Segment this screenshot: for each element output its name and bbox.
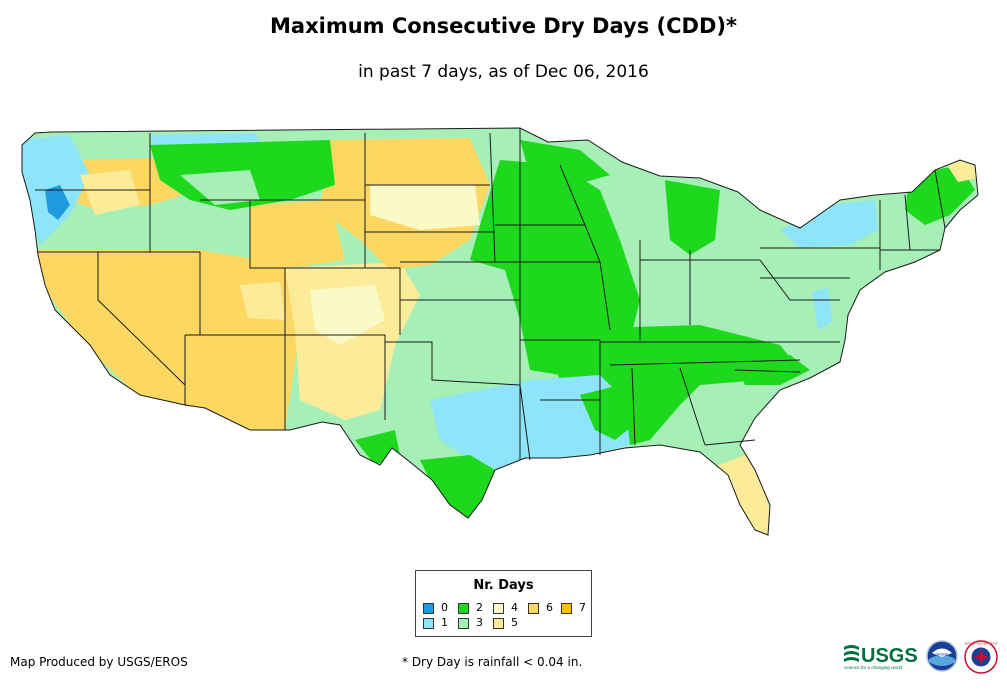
usgs-wave-icon bbox=[844, 645, 859, 662]
region-chesapeake-1-day bbox=[812, 288, 832, 330]
region-east-gulf-2-days bbox=[580, 385, 640, 440]
region-florida-5-days bbox=[718, 455, 770, 535]
legend-swatch-1 bbox=[423, 618, 434, 629]
legend-swatch-0 bbox=[423, 603, 434, 614]
region-michigan-2-days bbox=[665, 180, 720, 255]
region-rockies-3-days bbox=[180, 170, 260, 205]
region-maine-5-days bbox=[945, 160, 978, 182]
usgs-wordmark: USGS bbox=[861, 645, 918, 667]
map-title: Maximum Consecutive Dry Days (CDD)* bbox=[270, 14, 737, 38]
region-washington-0-days bbox=[45, 185, 70, 220]
region-nevada-patch-5-days bbox=[240, 282, 285, 320]
region-tennessee-2-days bbox=[540, 325, 800, 445]
region-mississippi-2-days bbox=[470, 160, 640, 375]
region-colorado-4-days bbox=[310, 285, 385, 345]
map-subtitle: in past 7 days, as of Dec 06, 2016 bbox=[358, 62, 649, 82]
region-south-texas-2-days bbox=[420, 455, 495, 518]
nws-wordmark: NATIONAL WEATHER SERVICE bbox=[965, 643, 998, 646]
region-dakota-4-days bbox=[370, 185, 480, 230]
region-carolinas-2-days bbox=[735, 355, 810, 385]
legend-label-3: 3 bbox=[476, 616, 483, 629]
state-borders bbox=[21, 127, 979, 536]
region-wyoming-6-days bbox=[250, 200, 345, 268]
region-gulf-coast-1-day bbox=[430, 375, 630, 470]
legend-label-2: 2 bbox=[476, 601, 483, 614]
legend-swatch-5 bbox=[493, 618, 504, 629]
legend-label-5: 5 bbox=[511, 616, 518, 629]
region-oregon-5-days bbox=[80, 170, 140, 215]
legend-label-6: 6 bbox=[546, 601, 553, 614]
legend-label-1: 1 bbox=[441, 616, 448, 629]
nws-logo: NATIONAL WEATHER SERVICE bbox=[964, 640, 998, 674]
legend-title: Nr. Days bbox=[473, 578, 534, 593]
region-lake-superior-2-days bbox=[520, 140, 610, 185]
legend-label-7: 7 bbox=[579, 601, 586, 614]
usgs-logo: USGS science for a changing world bbox=[844, 645, 918, 670]
usgs-tagline: science for a changing world bbox=[844, 665, 903, 670]
noaa-logo: noaa bbox=[926, 640, 958, 672]
map-credit: Map Produced by USGS/EROS bbox=[10, 655, 188, 669]
legend: Nr. Days 0 1 2 3 4 5 6 7 bbox=[415, 570, 592, 637]
noaa-wordmark: noaa bbox=[936, 653, 947, 658]
legend-label-4: 4 bbox=[511, 601, 518, 614]
legend-label-0: 0 bbox=[441, 601, 448, 614]
region-great-lakes-1-day bbox=[780, 200, 878, 248]
legend-swatch-2 bbox=[458, 603, 469, 614]
legend-swatch-4 bbox=[493, 603, 504, 614]
region-southwest-6-days bbox=[30, 250, 300, 432]
legend-swatch-6 bbox=[528, 603, 539, 614]
legend-swatch-7 bbox=[561, 603, 572, 614]
dry-day-footnote: * Dry Day is rainfall < 0.04 in. bbox=[402, 655, 583, 669]
legend-swatch-3 bbox=[458, 618, 469, 629]
